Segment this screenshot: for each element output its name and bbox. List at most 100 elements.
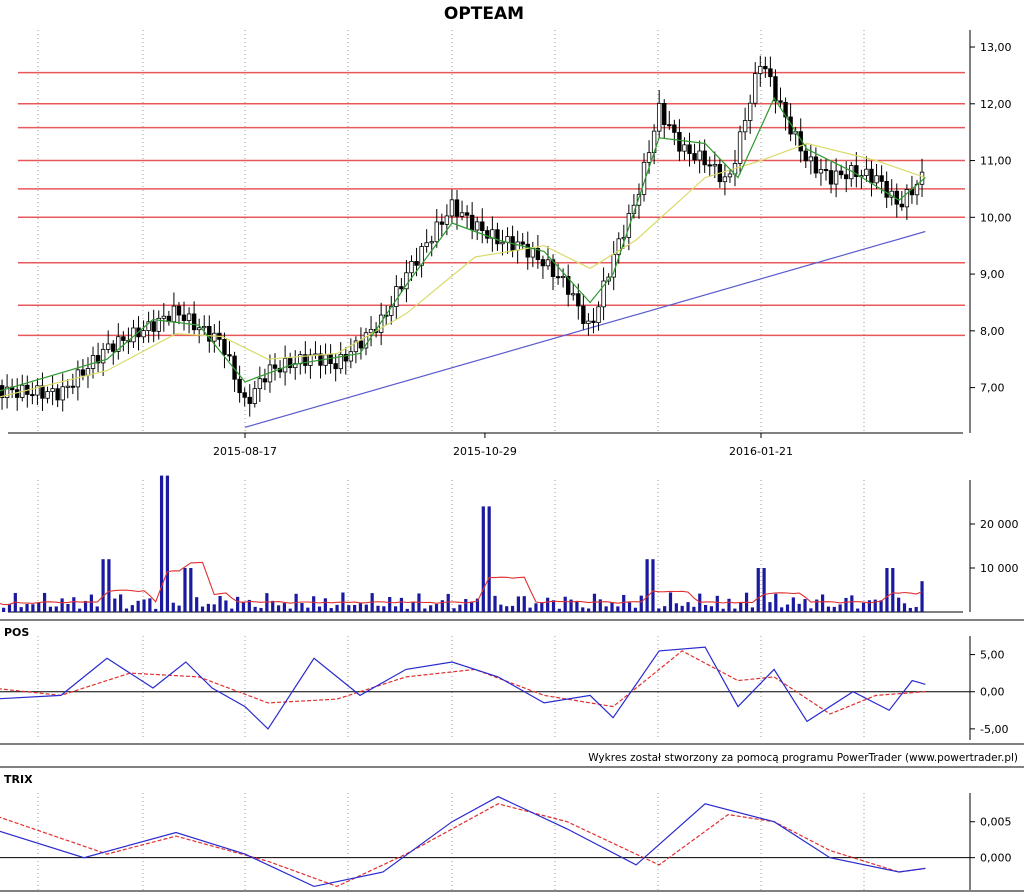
volume-bar [587,608,591,612]
candle-body [55,388,60,401]
volume-bar [265,593,269,612]
candle-body [146,321,151,331]
volume-bar [891,568,895,612]
volume-bar [72,597,76,612]
chart-title: OPTEAM [444,4,524,24]
candle-body [707,164,712,167]
volume-bar [148,598,152,612]
candle-body [763,65,768,70]
volume-bar [867,600,871,612]
candle-body [550,259,556,277]
candle-body [823,169,829,172]
volume-bar [405,608,409,612]
sma-short-line [0,96,926,392]
candle-body [753,73,758,104]
volume-bar [826,606,831,612]
volume-bar [353,604,357,612]
volume-bar [721,608,725,612]
candle-body [368,328,374,334]
trend-line [244,230,926,428]
candle-body [742,120,748,133]
candle-body [833,170,839,185]
candle-body [626,213,632,238]
candle-body [60,386,65,401]
volume-bar [470,601,474,612]
candle-body [864,168,869,176]
pos-signal-line [0,650,926,715]
candle-body [636,193,642,206]
candle-body [424,242,429,247]
volume-bar [546,597,550,612]
candle-body [778,100,783,103]
candle-body [672,124,677,133]
volume-bar [487,506,491,612]
candle-body [525,243,530,258]
candle-body [808,156,814,162]
volume-bar [306,607,310,612]
volume-bar [674,603,678,612]
volume-bar [224,600,228,612]
y-tick-label: 13,00 [980,41,1012,54]
volume-bar [440,600,444,612]
candle-body [687,144,692,154]
volume-bar [791,597,795,612]
volume-bar [715,595,719,612]
volume-bar [399,597,404,612]
candle-body [545,259,551,267]
volume-bar [645,559,649,612]
candle-body [803,150,808,162]
volume-bar [236,596,240,612]
volume-panel: 10 000 20 000 [0,475,1019,613]
candle-body [196,327,202,331]
candle-body [116,336,121,352]
volume-bar [820,594,825,612]
volume-bar [534,603,538,612]
volume-bar [177,605,181,612]
y-tick-label: 20 000 [980,518,1019,531]
volume-bar [206,603,210,612]
candle-body [571,293,576,296]
candle-body [50,388,55,392]
volume-bar [692,606,696,612]
candle-body [899,203,905,208]
volume-bar [768,602,772,612]
candle-body [262,378,268,383]
candle-body [141,330,146,338]
volume-bar [230,608,234,612]
y-tick-label: 0,00 [980,686,1005,699]
volume-bar [750,607,755,612]
candle-body [227,354,232,357]
candle-body [247,396,252,404]
candle-body [348,351,354,362]
candle-body [555,276,561,279]
candle-body [328,354,333,365]
candle-body [576,293,581,307]
volume-bar [627,602,632,612]
candle-body [30,394,35,397]
candle-body [464,212,470,216]
volume-bar [581,607,585,612]
candle-body [414,261,419,266]
candle-body [111,343,116,352]
volume-bar [19,607,23,612]
volume-average-line [0,561,923,606]
volume-bar [2,607,6,612]
volume-bar [335,604,339,612]
volume-bar [756,568,760,612]
candle-body [662,103,667,125]
volume-bar [604,606,608,612]
volume-bar [60,598,64,612]
volume-bar [154,608,158,612]
volume-bar [663,606,667,612]
volume-bar [885,568,889,612]
volume-bar [119,594,123,612]
trix-panel-label: TRIX [4,773,33,786]
volume-bar [83,600,88,612]
volume-bar [66,603,70,612]
candle-body [884,180,889,198]
trix-line [0,795,926,888]
volume-bar [873,599,877,612]
candle-body [282,358,288,373]
volume-bar [25,604,29,612]
